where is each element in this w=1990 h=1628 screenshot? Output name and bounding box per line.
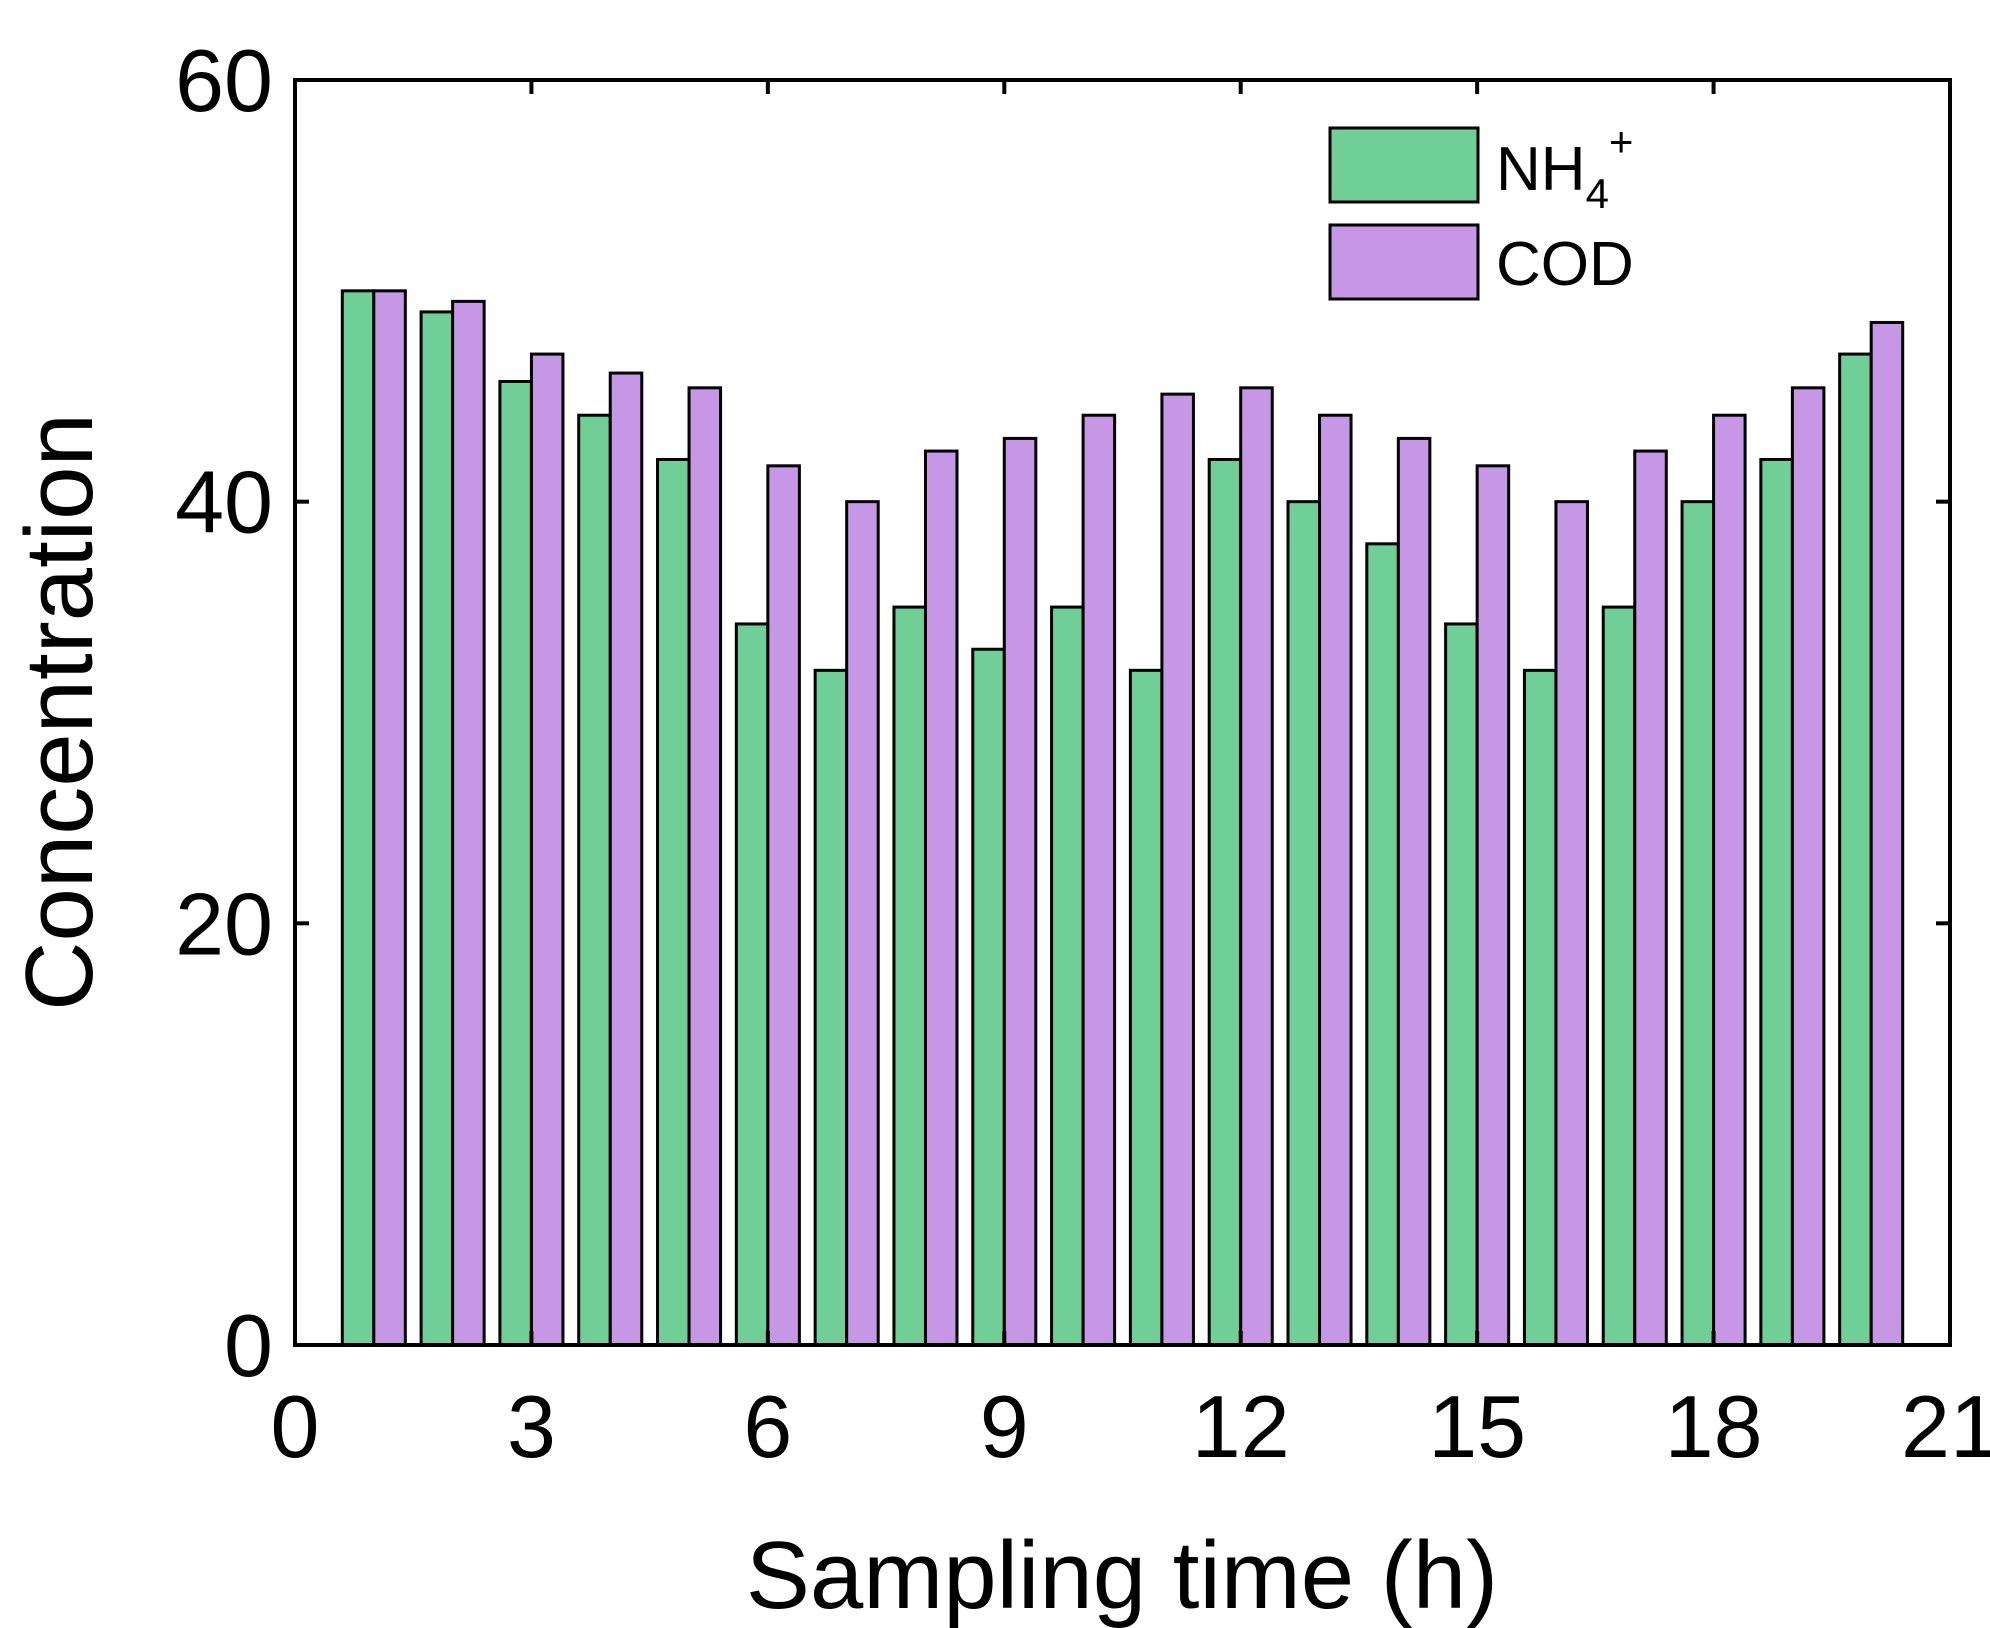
bar-cod-14 bbox=[1396, 436, 1432, 1347]
bar-nh4-3 bbox=[498, 379, 533, 1347]
bar-cod-16 bbox=[1554, 500, 1589, 1347]
bar-cod-20 bbox=[1869, 320, 1905, 1347]
bar-nh4-4 bbox=[577, 413, 612, 1347]
bar-nh4-11 bbox=[1128, 668, 1164, 1347]
bar-cod-10 bbox=[1081, 413, 1117, 1347]
bar-cod-18 bbox=[1712, 413, 1747, 1347]
legend-label-cod: COD bbox=[1496, 230, 1634, 299]
bar-cod-4 bbox=[608, 371, 644, 1347]
x-tick-label-3: 3 bbox=[507, 1377, 556, 1476]
axis-ticks: 0 3 6 9 12 15 18 21 0 20 40 60 bbox=[175, 31, 1990, 1476]
x-tick-label-12: 12 bbox=[1192, 1377, 1290, 1476]
bar-nh4-2 bbox=[419, 310, 455, 1347]
y-tick-label-0: 0 bbox=[224, 1296, 273, 1395]
bar-cod-15 bbox=[1475, 464, 1511, 1347]
bar-nh4-6 bbox=[734, 622, 770, 1347]
plot-frame bbox=[293, 78, 1952, 1347]
y-tick-label-40: 40 bbox=[175, 453, 273, 552]
bar-cod-17 bbox=[1633, 449, 1668, 1347]
legend: NH4+ COD bbox=[1328, 118, 1634, 301]
bar-nh4-5 bbox=[656, 458, 691, 1347]
bar-nh4-7 bbox=[813, 668, 849, 1347]
x-tick-label-9: 9 bbox=[980, 1377, 1029, 1476]
x-tick-label-0: 0 bbox=[271, 1377, 320, 1476]
bar-nh4-16 bbox=[1522, 668, 1558, 1347]
bar-nh4-15 bbox=[1444, 622, 1479, 1347]
bar-cod-5 bbox=[687, 386, 723, 1347]
x-tick-label-6: 6 bbox=[743, 1377, 792, 1476]
bar-nh4-9 bbox=[971, 647, 1006, 1347]
bar-cod-7 bbox=[845, 500, 880, 1347]
bar-nh4-10 bbox=[1050, 605, 1085, 1347]
bar-cod-11 bbox=[1160, 392, 1195, 1347]
x-tick-label-21: 21 bbox=[1901, 1377, 1990, 1476]
x-tick-label-15: 15 bbox=[1428, 1377, 1526, 1476]
bar-cod-8 bbox=[923, 449, 959, 1347]
y-axis-title: Concentration bbox=[6, 413, 113, 1011]
bar-cod-1 bbox=[372, 289, 407, 1347]
bar-nh4-17 bbox=[1601, 605, 1637, 1347]
legend-swatch-cod bbox=[1328, 223, 1480, 301]
bar-cod-3 bbox=[529, 352, 565, 1347]
legend-label-nh4: NH4+ bbox=[1496, 118, 1633, 217]
x-tick-label-18: 18 bbox=[1665, 1377, 1763, 1476]
x-axis-title: Sampling time (h) bbox=[746, 1522, 1498, 1628]
bar-cod-9 bbox=[1002, 436, 1038, 1347]
bar-nh4-8 bbox=[892, 605, 927, 1347]
bar-nh4-18 bbox=[1680, 500, 1716, 1347]
legend-swatch-nh4 bbox=[1328, 126, 1480, 204]
bar-cod-2 bbox=[451, 299, 486, 1347]
bar-nh4-20 bbox=[1838, 352, 1873, 1347]
bar-nh4-12 bbox=[1207, 458, 1243, 1347]
y-tick-label-20: 20 bbox=[175, 874, 273, 973]
bar-cod-19 bbox=[1790, 386, 1826, 1347]
bar-cod-6 bbox=[766, 464, 801, 1347]
bar-cod-12 bbox=[1239, 386, 1274, 1347]
bar-nh4-13 bbox=[1286, 500, 1322, 1347]
bar-nh4-1 bbox=[340, 289, 376, 1347]
bars-layer bbox=[340, 289, 1905, 1347]
y-tick-label-60: 60 bbox=[175, 31, 273, 130]
bar-nh4-14 bbox=[1365, 542, 1400, 1347]
bar-nh4-19 bbox=[1759, 458, 1794, 1347]
bar-cod-13 bbox=[1318, 413, 1353, 1347]
